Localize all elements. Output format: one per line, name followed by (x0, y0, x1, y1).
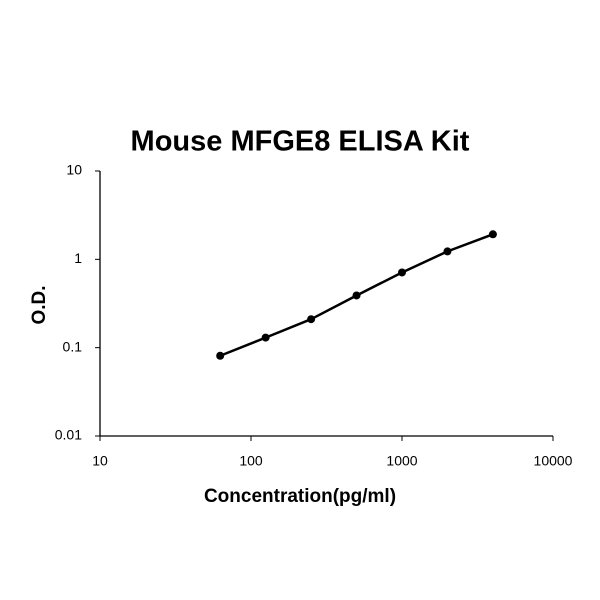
data-point (443, 247, 452, 256)
y-tick-label: 1 (74, 250, 82, 266)
x-tick-label: 1000 (386, 453, 417, 469)
x-tick-label: 10000 (534, 453, 573, 469)
x-axis-label: Concentration(pg/ml) (204, 486, 396, 507)
data-point (398, 268, 406, 277)
x-tick-label: 100 (239, 453, 263, 469)
y-tick-label: 10 (66, 162, 82, 178)
data-point (307, 315, 316, 324)
data-point (216, 351, 225, 360)
x-tick-label: 10 (92, 453, 108, 469)
data-point (261, 333, 270, 342)
y-tick-label: 0.1 (63, 338, 83, 354)
chart-title: Mouse MFGE8 ELISA Kit (131, 126, 470, 158)
y-tick-label: 0.01 (55, 427, 82, 443)
data-point (488, 230, 497, 239)
data-point (352, 291, 361, 300)
y-axis-label: O.D. (29, 285, 50, 324)
